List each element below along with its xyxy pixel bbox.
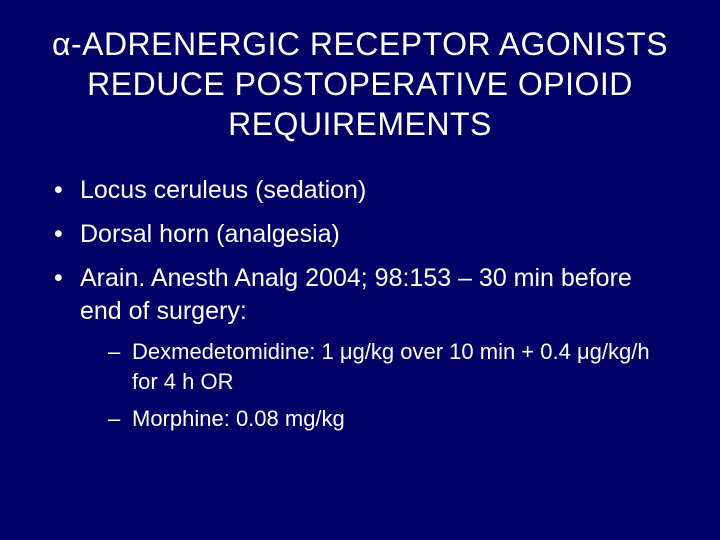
- sub-bullet-item: Dexmedetomidine: 1 μg/kg over 10 min + 0…: [104, 337, 680, 396]
- slide: α-ADRENERGIC RECEPTOR AGONISTS REDUCE PO…: [0, 0, 720, 540]
- bullet-text: Arain. Anesth Analg 2004; 98:153 – 30 mi…: [80, 264, 632, 326]
- bullet-item: Locus ceruleus (sedation): [50, 174, 680, 208]
- sub-bullet-text: Morphine: 0.08 mg/kg: [132, 406, 345, 431]
- bullet-text: Dorsal horn (analgesia): [80, 220, 340, 248]
- bullet-item: Arain. Anesth Analg 2004; 98:153 – 30 mi…: [50, 262, 680, 435]
- sub-bullet-text: Dexmedetomidine: 1 μg/kg over 10 min + 0…: [132, 339, 650, 394]
- bullet-item: Dorsal horn (analgesia): [50, 218, 680, 252]
- bullet-text: Locus ceruleus (sedation): [80, 176, 366, 204]
- slide-title: α-ADRENERGIC RECEPTOR AGONISTS REDUCE PO…: [40, 24, 680, 144]
- sub-bullet-list: Dexmedetomidine: 1 μg/kg over 10 min + 0…: [104, 337, 680, 434]
- sub-bullet-item: Morphine: 0.08 mg/kg: [104, 404, 680, 434]
- bullet-list: Locus ceruleus (sedation) Dorsal horn (a…: [50, 174, 680, 434]
